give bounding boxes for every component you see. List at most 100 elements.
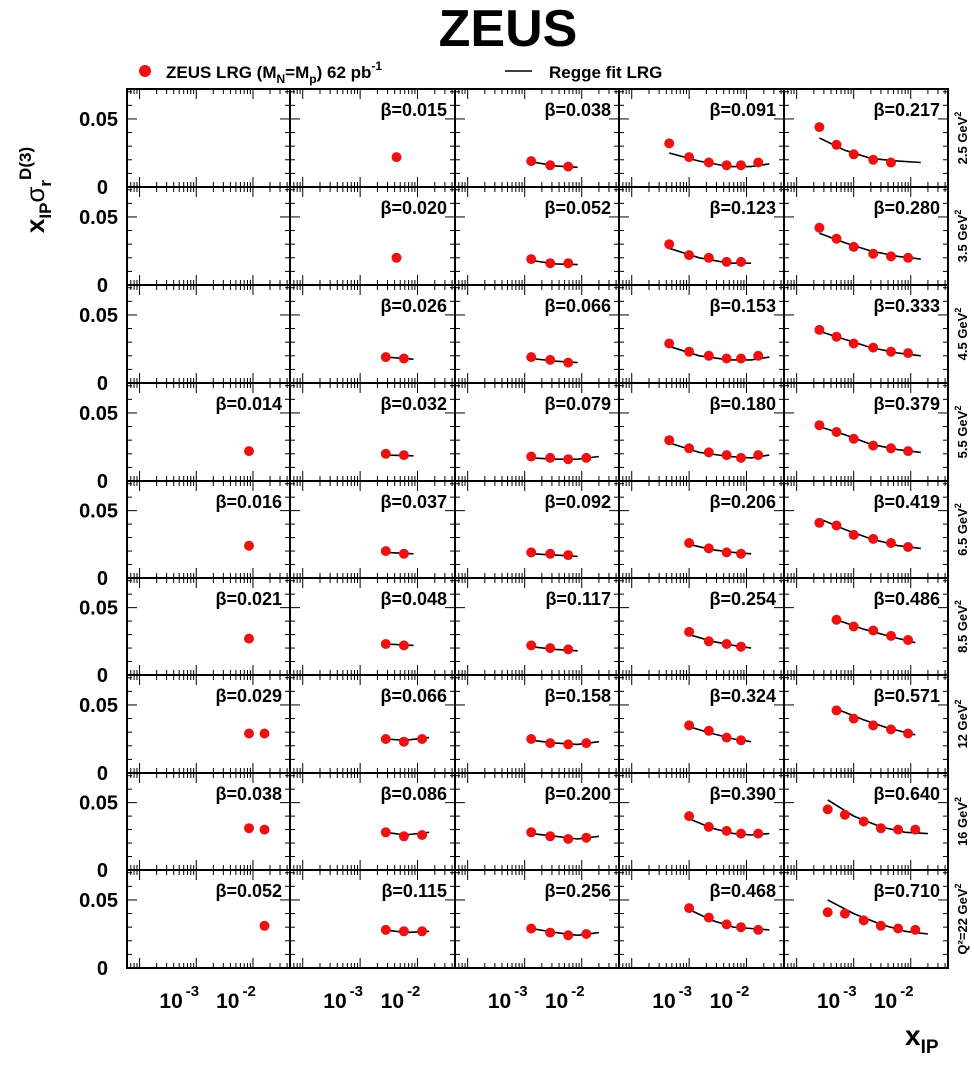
data-point <box>417 926 428 937</box>
data-point <box>839 809 850 820</box>
data-point <box>848 529 859 540</box>
data-point <box>684 443 695 454</box>
data-point <box>886 443 896 454</box>
beta-label: β=0.206 <box>709 492 776 512</box>
data-point <box>721 732 732 743</box>
beta-label: β=0.419 <box>873 492 940 512</box>
data-point <box>684 626 695 637</box>
data-point <box>526 352 537 363</box>
data-point <box>380 639 391 649</box>
x-tick-label: 10 -3 <box>323 983 363 1013</box>
beta-label: β=0.048 <box>380 589 447 609</box>
panel-frame <box>126 284 291 384</box>
data-point <box>831 705 842 716</box>
beta-label: β=0.256 <box>544 881 611 901</box>
y-tick-label: 0 <box>97 958 108 980</box>
y-tick-label: 0 <box>97 665 108 687</box>
panel-frame <box>783 869 949 969</box>
data-point <box>703 912 714 923</box>
beta-label: β=0.468 <box>709 881 776 901</box>
data-point <box>910 824 921 835</box>
beta-label: β=0.086 <box>380 784 447 804</box>
data-point <box>244 728 254 739</box>
data-point <box>664 435 675 446</box>
data-point <box>721 825 732 836</box>
beta-label: β=0.324 <box>709 686 776 706</box>
beta-label: β=0.640 <box>873 784 940 804</box>
data-point <box>868 342 879 353</box>
y-tick-label: 0.05 <box>79 501 118 523</box>
data-point <box>545 643 556 654</box>
data-point <box>886 630 896 641</box>
q2-label: 6.5 GeV2 <box>953 503 970 556</box>
data-point <box>903 728 914 739</box>
y-tick-label: 0.05 <box>79 207 118 229</box>
data-point <box>703 821 714 832</box>
beta-label: β=0.015 <box>380 100 447 120</box>
beta-label: β=0.016 <box>215 492 282 512</box>
data-point <box>721 919 732 930</box>
y-tick-label: 0.05 <box>79 403 118 425</box>
data-point <box>380 546 391 557</box>
data-point <box>814 324 825 335</box>
data-point <box>259 824 270 835</box>
beta-label: β=0.038 <box>544 100 611 120</box>
data-point <box>380 448 391 459</box>
data-point <box>417 734 428 744</box>
data-point <box>903 446 914 457</box>
beta-label: β=0.217 <box>873 100 940 120</box>
data-point <box>398 926 409 937</box>
beta-label: β=0.280 <box>873 198 940 218</box>
q2-label: 3.5 GeV2 <box>953 210 970 263</box>
data-point <box>753 350 764 361</box>
x-tick-label: 10 -2 <box>381 983 421 1013</box>
data-point <box>664 239 675 250</box>
data-point <box>398 640 409 651</box>
beta-label: β=0.020 <box>380 198 447 218</box>
data-point <box>545 258 556 269</box>
q2-label: 4.5 GeV2 <box>953 308 970 361</box>
beta-label: β=0.390 <box>709 784 776 804</box>
data-point <box>581 452 592 463</box>
beta-label: β=0.079 <box>544 394 611 414</box>
data-point <box>703 252 714 263</box>
data-point <box>721 450 732 461</box>
data-point <box>736 922 746 933</box>
data-point <box>831 427 842 437</box>
beta-label: β=0.037 <box>380 492 447 512</box>
data-point <box>868 248 879 259</box>
data-point <box>721 547 732 558</box>
beta-label: β=0.486 <box>873 589 940 609</box>
data-point <box>848 713 859 724</box>
data-point <box>848 338 859 349</box>
data-point <box>398 736 409 747</box>
data-point <box>684 250 695 261</box>
data-point <box>703 157 714 168</box>
data-point <box>417 830 428 840</box>
data-point <box>684 903 695 914</box>
beta-label: β=0.158 <box>544 686 611 706</box>
data-point <box>259 728 270 739</box>
data-point <box>848 241 859 252</box>
x-tick-label: 10 -3 <box>159 983 199 1013</box>
x-tick-label: 10 -3 <box>488 983 528 1013</box>
beta-label: β=0.200 <box>544 784 611 804</box>
x-tick-label: 10 -2 <box>874 983 914 1013</box>
data-point <box>893 824 904 835</box>
data-point <box>736 828 746 839</box>
data-point <box>721 353 732 364</box>
beta-label: β=0.254 <box>709 589 776 609</box>
data-point <box>848 433 859 444</box>
data-point <box>545 548 556 559</box>
data-point <box>875 823 886 834</box>
data-point <box>563 930 574 941</box>
data-point <box>545 452 556 463</box>
data-point <box>244 823 254 834</box>
data-point <box>831 331 842 342</box>
y-tick-label: 0 <box>97 177 108 199</box>
data-point <box>259 920 270 931</box>
data-point <box>380 827 391 838</box>
data-point <box>526 156 537 167</box>
data-point <box>380 352 391 363</box>
